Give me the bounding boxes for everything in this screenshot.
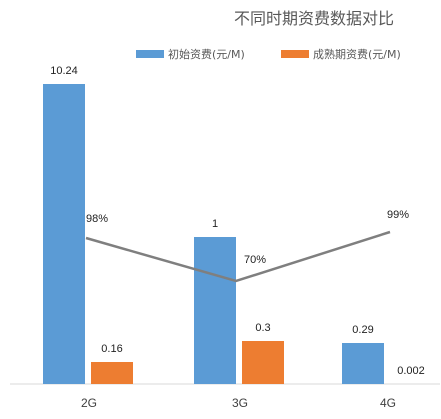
data-label-initial-4g: 0.29	[352, 324, 373, 336]
data-label-mature-2g: 0.16	[101, 343, 122, 355]
legend-label-mature: 成熟期资费(元/M)	[313, 47, 401, 61]
percentage-line	[85, 230, 391, 283]
bar-initial-2g	[43, 84, 85, 384]
data-label-mature-4g: 0.002	[397, 365, 425, 377]
legend-swatch-mature	[281, 50, 309, 58]
category-label-4g: 4G	[380, 396, 396, 410]
bar-initial-4g	[342, 343, 384, 384]
labels-group: 10.24 0.16 2G 1 0.3 3G 0.29 0.002 4G 98% 70% 99%	[50, 65, 425, 410]
percentage-line-group	[85, 230, 391, 283]
data-label-initial-3g: 1	[212, 218, 218, 230]
bars-group	[43, 84, 384, 384]
chart-title: 不同时期资费数据对比	[234, 9, 394, 28]
percentage-label-3g: 70%	[244, 254, 266, 266]
data-label-initial-2g: 10.24	[50, 65, 78, 77]
category-label-3g: 3G	[232, 396, 248, 410]
category-label-2g: 2G	[81, 396, 97, 410]
percentage-label-2g: 98%	[86, 213, 108, 225]
bar-initial-3g	[194, 237, 236, 384]
legend: 初始资费(元/M) 成熟期资费(元/M)	[136, 47, 401, 61]
bar-mature-2g	[91, 362, 133, 384]
legend-label-initial: 初始资费(元/M)	[168, 47, 245, 61]
data-label-mature-3g: 0.3	[255, 322, 270, 334]
legend-swatch-initial	[136, 50, 164, 58]
bar-mature-3g	[242, 341, 284, 384]
percentage-label-4g: 99%	[387, 209, 409, 221]
